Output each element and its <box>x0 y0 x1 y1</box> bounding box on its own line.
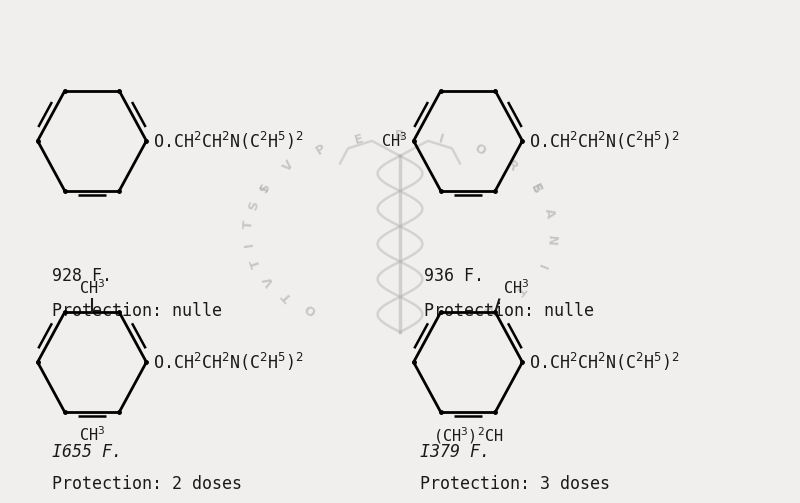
Text: O.CH$^2$CH$^2$N(C$^2$H$^5$)$^2$: O.CH$^2$CH$^2$N(C$^2$H$^5$)$^2$ <box>153 351 304 373</box>
Text: Protection: nulle: Protection: nulle <box>424 302 594 320</box>
Text: T: T <box>242 220 255 230</box>
Text: A: A <box>542 208 557 219</box>
Text: R: R <box>395 129 405 142</box>
Text: À: À <box>482 301 497 317</box>
Text: Protection: 2 doses: Protection: 2 doses <box>52 475 242 493</box>
Text: E: E <box>528 181 543 195</box>
Text: T: T <box>249 257 264 269</box>
Text: O.CH$^2$CH$^2$N(C$^2$H$^5$)$^2$: O.CH$^2$CH$^2$N(C$^2$H$^5$)$^2$ <box>529 130 680 152</box>
Text: I379 F.: I379 F. <box>420 443 490 461</box>
Text: S: S <box>257 181 273 195</box>
Text: R: R <box>503 158 520 175</box>
Text: I: I <box>242 241 256 247</box>
Text: V: V <box>262 273 278 288</box>
Text: (CH$^3$)$^2$CH: (CH$^3$)$^2$CH <box>433 425 503 446</box>
Text: I: I <box>258 183 271 193</box>
Text: O.CH$^2$CH$^2$N(C$^2$H$^5$)$^2$: O.CH$^2$CH$^2$N(C$^2$H$^5$)$^2$ <box>153 130 304 152</box>
Text: CH$^3$: CH$^3$ <box>503 278 530 297</box>
Text: T: T <box>512 283 528 297</box>
Text: I655 F.: I655 F. <box>52 443 122 461</box>
Text: Protection: 3 doses: Protection: 3 doses <box>420 475 610 493</box>
Text: T: T <box>280 288 295 303</box>
Text: O.CH$^2$CH$^2$N(C$^2$H$^5$)$^2$: O.CH$^2$CH$^2$N(C$^2$H$^5$)$^2$ <box>529 351 680 373</box>
Text: 936 F.: 936 F. <box>424 267 484 285</box>
Text: I: I <box>534 262 548 271</box>
Text: CH$^3$: CH$^3$ <box>381 131 407 150</box>
Text: CH$^3$: CH$^3$ <box>79 278 105 297</box>
Text: S: S <box>527 181 543 195</box>
Text: S: S <box>246 200 261 212</box>
Text: CH$^3$: CH$^3$ <box>79 425 105 444</box>
Text: O: O <box>302 300 318 317</box>
Text: P: P <box>314 142 328 158</box>
Text: V: V <box>280 158 297 175</box>
Text: Protection: nulle: Protection: nulle <box>52 302 222 320</box>
Text: O: O <box>471 141 487 158</box>
Text: E: E <box>353 132 365 147</box>
Text: 928 F.: 928 F. <box>52 267 112 285</box>
Text: I: I <box>438 132 445 146</box>
Text: N: N <box>544 234 558 246</box>
